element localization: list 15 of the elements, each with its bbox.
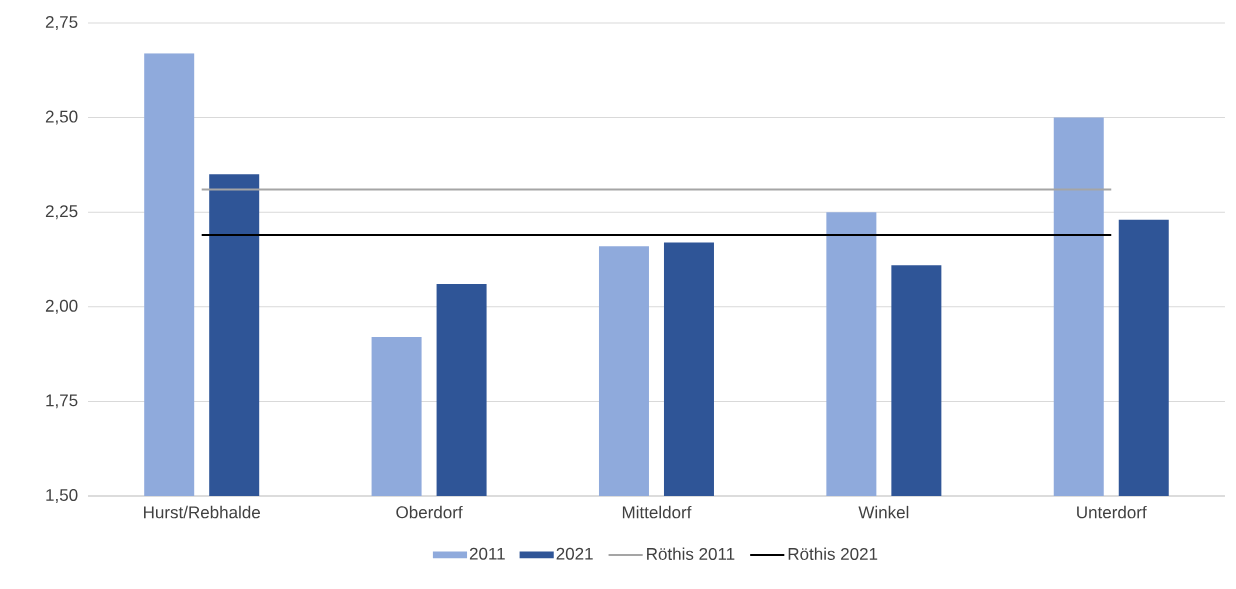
legend-label: 2011 (469, 547, 505, 560)
y-tick-label: 2,75 (45, 15, 78, 31)
x-tick-label: Hurst/Rebhalde (144, 505, 260, 519)
x-tick-label: Mitteldorf (622, 505, 692, 519)
y-tick-label: 1,50 (46, 488, 78, 504)
x-tick-label: Unterdorf (1077, 505, 1147, 519)
legend-label: Röthis 2021 (788, 547, 878, 560)
x-tick-label: Winkel (858, 505, 909, 519)
legend-label: Röthis 2011 (647, 547, 735, 560)
y-tick-label: 2,25 (45, 205, 78, 220)
y-tick-label: 2,50 (45, 110, 78, 125)
x-tick-label: Oberdorf (396, 505, 463, 519)
legend-label: 2021 (556, 547, 593, 560)
y-tick-label: 1,75 (46, 394, 78, 409)
y-tick-label: 2,00 (45, 299, 78, 314)
